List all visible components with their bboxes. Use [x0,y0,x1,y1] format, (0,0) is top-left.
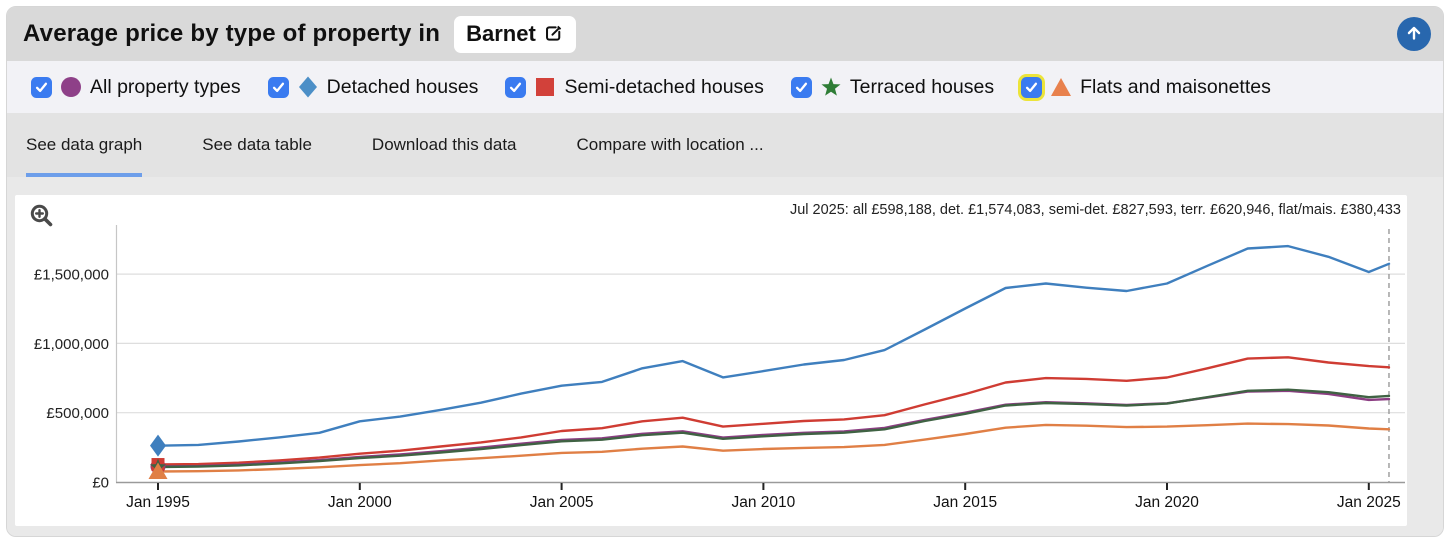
star-marker-icon [820,76,842,98]
checkbox-all-property-types[interactable] [31,76,52,98]
legend-item-label: Flats and maisonettes [1080,75,1271,98]
svg-text:£0: £0 [92,475,109,492]
svg-text:Jan 2005: Jan 2005 [530,494,594,511]
svg-text:Jan 2025: Jan 2025 [1337,494,1401,511]
svg-text:£1,500,000: £1,500,000 [34,267,109,284]
location-edit-button[interactable]: Barnet [454,15,576,53]
page-container: Average price by type of property in Bar… [6,6,1444,537]
circle-marker-icon [60,76,82,98]
legend-item-label: Detached houses [326,75,479,98]
checkbox-flats-and-maisonettes[interactable] [1021,76,1043,98]
legend-item-detached-houses[interactable]: Detached houses [267,75,479,99]
triangle-marker-icon [1050,76,1072,98]
location-name: Barnet [466,20,536,46]
series-legend: All property types Detached houses Semi-… [7,61,1443,113]
legend-item-terraced-houses[interactable]: Terraced houses [790,75,995,99]
svg-text:£500,000: £500,000 [46,405,109,422]
edit-pencil-icon [543,23,564,44]
checkbox-detached-houses[interactable] [267,76,289,98]
checkbox-terraced-houses[interactable] [790,76,812,98]
tab-see-data-table[interactable]: See data table [202,135,312,154]
chart-panel[interactable]: £0 £500,000 £1,000,000 £1,500,000 Jan 1995 Ja… [15,195,1407,526]
title-bar: Average price by type of property in Bar… [7,7,1443,61]
arrow-up-icon [1403,22,1425,47]
svg-text:Jan 2020: Jan 2020 [1135,494,1199,511]
checkbox-semi-detached-houses[interactable] [505,76,527,98]
legend-item-label: Semi-detached houses [564,75,764,98]
svg-text:Jan 2010: Jan 2010 [732,494,796,511]
tab-download-this-data[interactable]: Download this data [371,135,517,154]
svg-text:Jan 2015: Jan 2015 [933,494,997,511]
legend-item-label: All property types [90,75,241,98]
svg-text:£1,000,000: £1,000,000 [34,336,109,353]
scroll-to-top-button[interactable] [1397,17,1431,51]
svg-text:Jan 1995: Jan 1995 [126,494,190,511]
square-marker-icon [534,76,556,98]
price-chart-svg[interactable]: £0 £500,000 £1,000,000 £1,500,000 Jan 1995 Ja… [15,195,1407,526]
page-title: Average price by type of property in [23,20,441,47]
tab-see-data-graph[interactable]: See data graph [26,113,143,177]
diamond-marker-icon [297,76,319,98]
tab-compare-with-location[interactable]: Compare with location ... [576,135,764,154]
legend-item-flats-and-maisonettes[interactable]: Flats and maisonettes [1021,76,1271,99]
svg-text:Jan 2000: Jan 2000 [328,494,392,511]
chart-section: £0 £500,000 £1,000,000 £1,500,000 Jan 1995 Ja… [7,177,1443,536]
view-tabs: See data graph See data table Download t… [7,113,1443,177]
legend-item-label: Terraced houses [849,75,995,98]
legend-item-semi-detached-houses[interactable]: Semi-detached houses [505,75,764,99]
legend-item-all-property-types[interactable]: All property types [31,76,241,99]
zoom-in-icon[interactable] [29,203,55,229]
latest-values-annotation: Jul 2025: all £598,188, det. £1,574,083,… [789,202,1401,218]
